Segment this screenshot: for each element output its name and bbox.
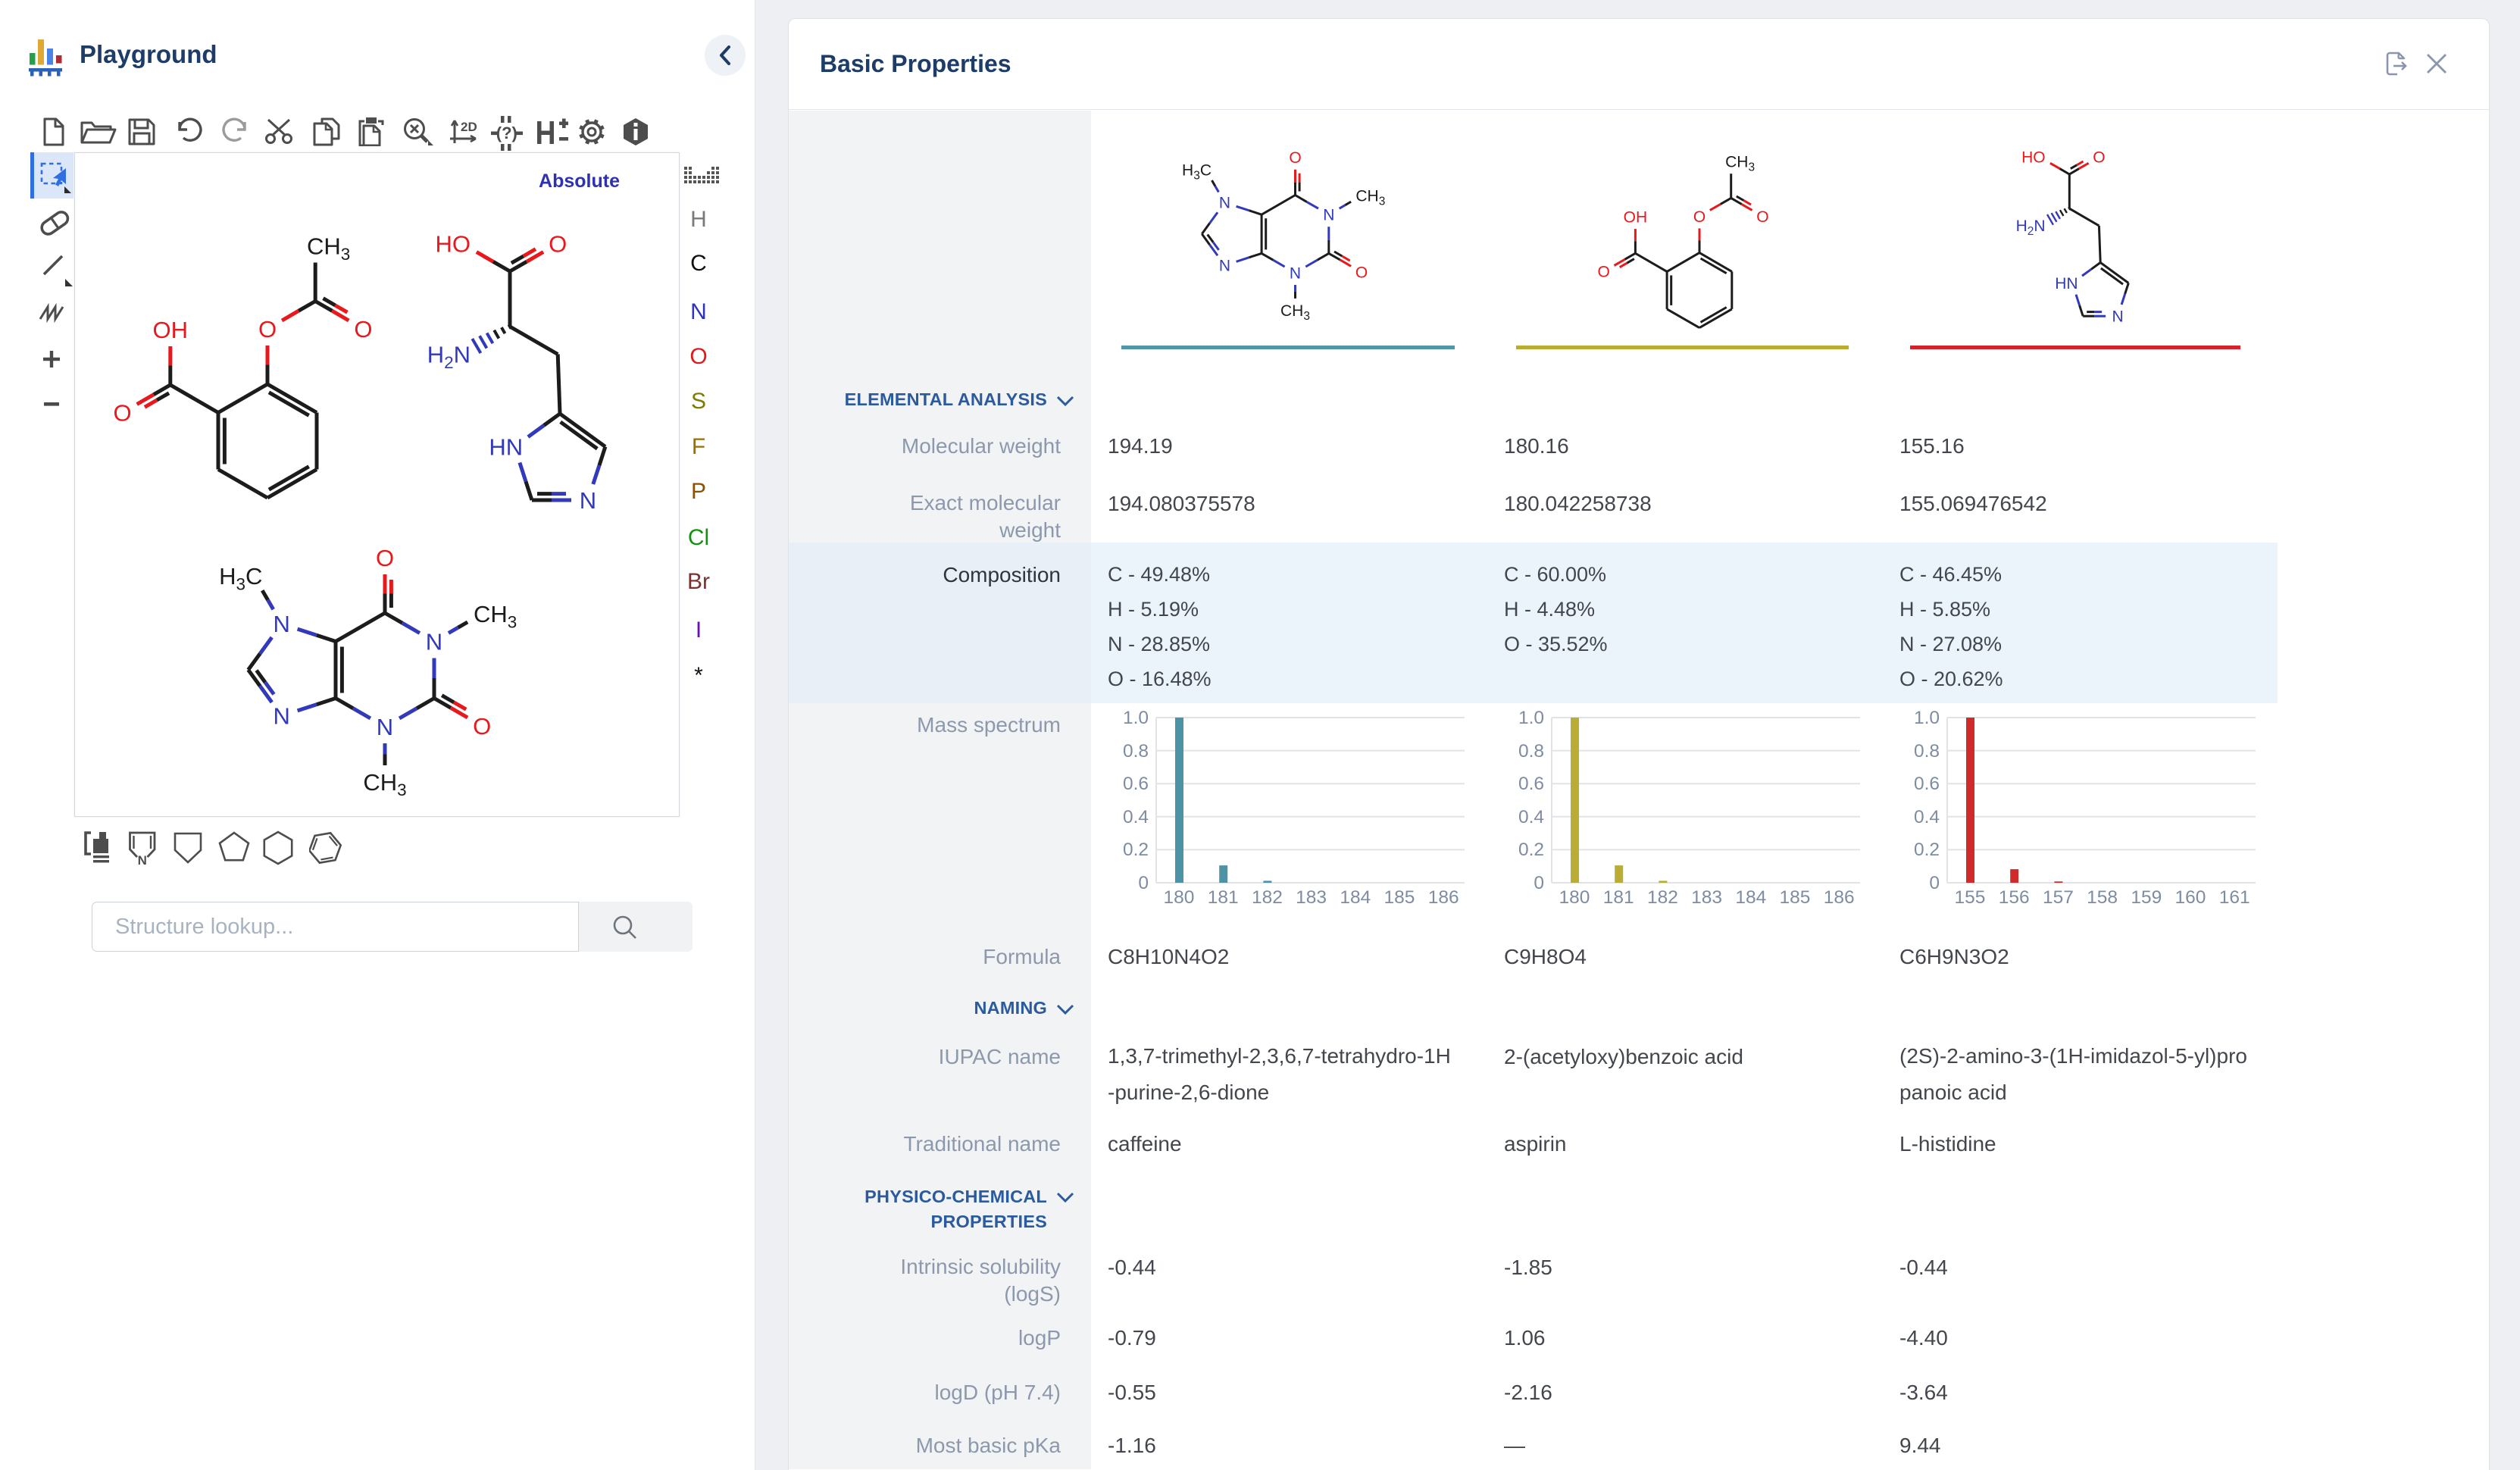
svg-text:0: 0 bbox=[1534, 873, 1544, 893]
svg-text:OH: OH bbox=[1624, 209, 1648, 227]
svg-text:180: 180 bbox=[1559, 887, 1590, 908]
svg-text:OH: OH bbox=[153, 317, 189, 343]
svg-text:0.2: 0.2 bbox=[1914, 840, 1940, 860]
svg-text:1.0: 1.0 bbox=[1123, 708, 1149, 728]
svg-text:180: 180 bbox=[1164, 887, 1195, 908]
svg-text:CH3: CH3 bbox=[307, 233, 350, 263]
svg-text:O: O bbox=[114, 399, 132, 426]
svg-text:181: 181 bbox=[1208, 887, 1239, 908]
svg-text:157: 157 bbox=[2043, 887, 2074, 908]
svg-text:182: 182 bbox=[1252, 887, 1283, 908]
svg-text:0: 0 bbox=[1138, 873, 1149, 893]
svg-text:185: 185 bbox=[1384, 887, 1415, 908]
svg-text:2D: 2D bbox=[461, 120, 477, 134]
svg-text:HN: HN bbox=[489, 433, 523, 460]
svg-text:O: O bbox=[1289, 149, 1301, 167]
svg-text:0.6: 0.6 bbox=[1123, 774, 1149, 794]
svg-text:156: 156 bbox=[1999, 887, 2030, 908]
svg-text:1.0: 1.0 bbox=[1914, 708, 1940, 728]
svg-text:0.4: 0.4 bbox=[1914, 807, 1940, 827]
svg-text:HO: HO bbox=[436, 230, 471, 257]
svg-text:O: O bbox=[376, 545, 394, 571]
svg-text:0.6: 0.6 bbox=[1518, 774, 1544, 794]
svg-text:CH3: CH3 bbox=[474, 601, 517, 631]
svg-text:N: N bbox=[1290, 264, 1301, 282]
svg-text:O: O bbox=[258, 316, 277, 342]
svg-text:160: 160 bbox=[2175, 887, 2206, 908]
svg-text:182: 182 bbox=[1647, 887, 1678, 908]
svg-text:0.2: 0.2 bbox=[1123, 840, 1149, 860]
svg-text:158: 158 bbox=[2087, 887, 2118, 908]
svg-text:O: O bbox=[549, 230, 567, 257]
svg-text:O: O bbox=[1756, 208, 1768, 226]
svg-text:H2N: H2N bbox=[427, 341, 471, 371]
svg-text:183: 183 bbox=[1296, 887, 1327, 908]
svg-text:183: 183 bbox=[1691, 887, 1722, 908]
svg-text:O: O bbox=[473, 713, 491, 740]
svg-text:186: 186 bbox=[1428, 887, 1459, 908]
svg-text:HO: HO bbox=[2021, 149, 2046, 167]
svg-text:(?): (?) bbox=[496, 124, 517, 142]
svg-text:N: N bbox=[377, 714, 393, 740]
svg-text:H3C: H3C bbox=[1182, 162, 1212, 183]
svg-text:185: 185 bbox=[1780, 887, 1811, 908]
svg-text:0.4: 0.4 bbox=[1518, 807, 1544, 827]
svg-text:CH3: CH3 bbox=[363, 769, 406, 799]
svg-text:N: N bbox=[1219, 258, 1230, 275]
svg-text:0.4: 0.4 bbox=[1123, 807, 1149, 827]
svg-text:O: O bbox=[1598, 264, 1610, 281]
svg-text:1.0: 1.0 bbox=[1518, 708, 1544, 728]
svg-text:181: 181 bbox=[1603, 887, 1634, 908]
svg-text:HN: HN bbox=[2055, 275, 2078, 292]
svg-text:0.8: 0.8 bbox=[1914, 741, 1940, 762]
svg-text:O: O bbox=[1355, 264, 1368, 282]
svg-text:184: 184 bbox=[1340, 887, 1371, 908]
svg-text:184: 184 bbox=[1735, 887, 1766, 908]
svg-text:N: N bbox=[2112, 308, 2124, 326]
svg-text:161: 161 bbox=[2219, 887, 2250, 908]
svg-text:N: N bbox=[1219, 195, 1230, 212]
svg-text:0.2: 0.2 bbox=[1518, 840, 1544, 860]
svg-text:H2N: H2N bbox=[2016, 217, 2046, 238]
svg-text:N: N bbox=[274, 703, 290, 730]
svg-text:N: N bbox=[426, 628, 442, 655]
svg-text:O: O bbox=[1693, 208, 1706, 226]
svg-text:N: N bbox=[580, 487, 596, 514]
svg-text:N: N bbox=[274, 611, 290, 637]
svg-text:N: N bbox=[138, 853, 147, 867]
svg-text:0.8: 0.8 bbox=[1123, 741, 1149, 762]
svg-text:H3C: H3C bbox=[219, 563, 262, 593]
svg-text:159: 159 bbox=[2131, 887, 2162, 908]
svg-text:0: 0 bbox=[1929, 873, 1940, 893]
svg-text:0.6: 0.6 bbox=[1914, 774, 1940, 794]
svg-text:186: 186 bbox=[1824, 887, 1855, 908]
svg-text:155: 155 bbox=[1955, 887, 1986, 908]
svg-text:CH3: CH3 bbox=[1725, 154, 1755, 174]
svg-text:CH3: CH3 bbox=[1355, 188, 1385, 208]
svg-text:O: O bbox=[2093, 149, 2105, 167]
svg-text:0.8: 0.8 bbox=[1518, 741, 1544, 762]
svg-text:N: N bbox=[1323, 207, 1334, 224]
svg-text:CH3: CH3 bbox=[1280, 302, 1310, 323]
svg-text:O: O bbox=[354, 316, 372, 342]
